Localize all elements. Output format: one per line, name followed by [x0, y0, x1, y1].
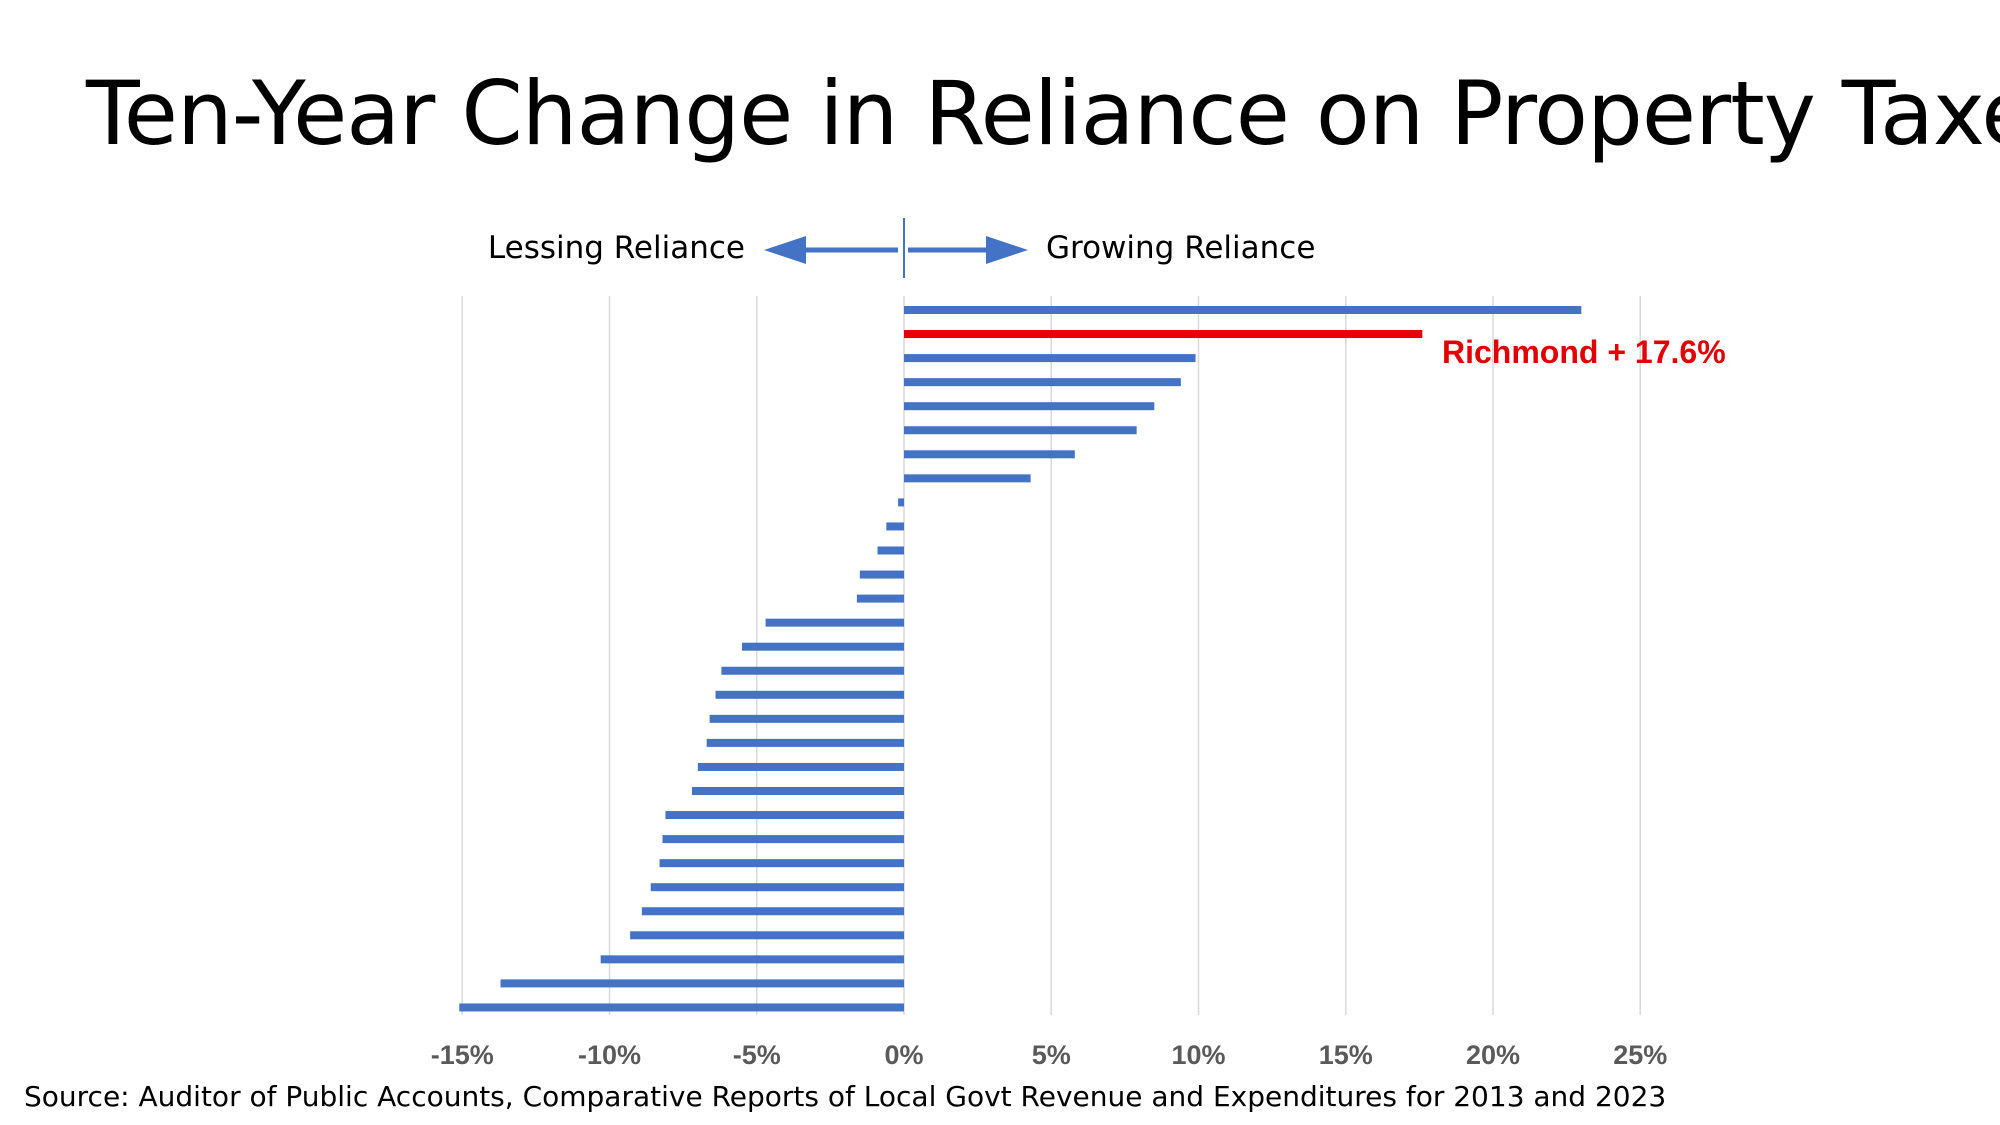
- bar: [500, 979, 904, 988]
- right-arrow-icon: [986, 236, 1028, 264]
- bar: [904, 306, 1582, 314]
- bar: [856, 594, 904, 603]
- bar: [904, 474, 1031, 483]
- x-tick-label: 25%: [1613, 1040, 1667, 1070]
- lessing-reliance-label: Lessing Reliance: [488, 230, 745, 266]
- bar: [904, 402, 1155, 411]
- bar: [697, 762, 904, 771]
- bar: [709, 714, 904, 723]
- x-tick-label: 20%: [1466, 1040, 1520, 1070]
- bar-richmond: [904, 330, 1423, 339]
- x-tick-label: 0%: [884, 1040, 923, 1070]
- growing-reliance-label: Growing Reliance: [1046, 230, 1315, 266]
- bar: [659, 859, 904, 868]
- bar: [877, 546, 904, 555]
- bar: [904, 354, 1196, 363]
- x-tick-label: -5%: [733, 1040, 781, 1070]
- bar: [665, 811, 904, 820]
- bar: [904, 426, 1137, 435]
- bar: [742, 642, 904, 651]
- bar: [641, 907, 904, 916]
- bar: [600, 955, 904, 964]
- source-note: Source: Auditor of Public Accounts, Comp…: [24, 1080, 1667, 1113]
- bars: [459, 306, 1582, 1012]
- richmond-annotation: Richmond + 17.6%: [1442, 334, 1726, 370]
- bar: [630, 931, 904, 940]
- x-axis-ticks: -15% -10% -5% 0% 5% 10% 15% 20% 25%: [431, 1040, 1668, 1070]
- chart-title: Ten-Year Change in Reliance on Property …: [86, 62, 2000, 165]
- x-tick-label: 10%: [1171, 1040, 1225, 1070]
- bar: [904, 450, 1075, 459]
- gridlines: [461, 296, 1641, 1015]
- bar: [765, 618, 904, 627]
- x-tick-label: 15%: [1319, 1040, 1373, 1070]
- bar: [715, 690, 904, 699]
- bar: [886, 522, 904, 531]
- x-tick-label: 5%: [1032, 1040, 1071, 1070]
- x-tick-label: -10%: [578, 1040, 641, 1070]
- left-arrow-icon: [764, 236, 806, 264]
- bar: [904, 378, 1181, 387]
- bar: [721, 666, 904, 675]
- bar: [898, 498, 904, 507]
- bar: [662, 835, 904, 844]
- bar: [706, 738, 904, 747]
- bar: [650, 883, 904, 892]
- bar: [859, 570, 904, 579]
- x-tick-label: -15%: [431, 1040, 494, 1070]
- direction-indicator: Lessing Reliance Growing Reliance: [488, 218, 1315, 278]
- bar: [691, 787, 904, 795]
- bar: [459, 1003, 904, 1012]
